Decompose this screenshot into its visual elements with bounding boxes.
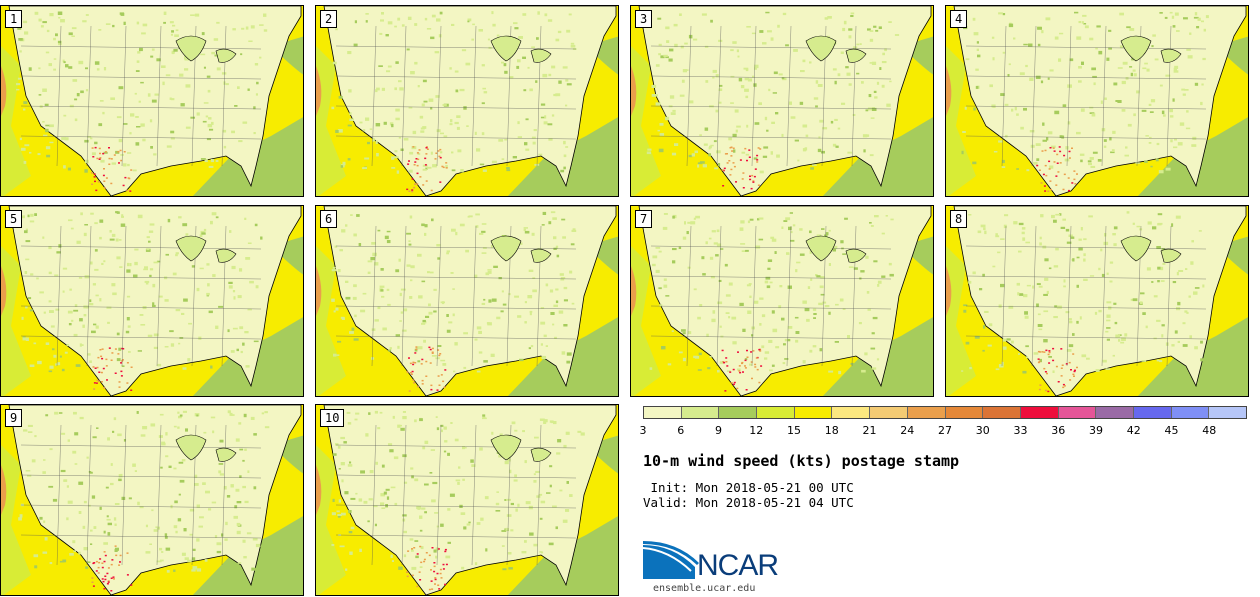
wind-map bbox=[316, 206, 618, 396]
valid-time: Valid: Mon 2018-05-21 04 UTC bbox=[643, 495, 854, 510]
wind-map bbox=[1, 6, 303, 196]
member-label: 1 bbox=[5, 10, 23, 28]
colorbar-swatch bbox=[719, 407, 758, 418]
member-label: 8 bbox=[950, 210, 968, 228]
wind-map bbox=[946, 206, 1248, 396]
colorbar-tick-label: 36 bbox=[1051, 424, 1066, 437]
colorbar-tick-label: 15 bbox=[787, 424, 801, 437]
ncar-logo-icon bbox=[643, 541, 699, 579]
colorbar-swatch bbox=[870, 407, 908, 418]
wind-map bbox=[631, 6, 933, 196]
colorbar-tick-label: 33 bbox=[1013, 424, 1028, 437]
map-panel: 2 bbox=[315, 5, 619, 197]
map-panel: 5 bbox=[0, 205, 304, 397]
colorbar-tick-label: 45 bbox=[1164, 424, 1179, 437]
colorbar-swatch bbox=[1096, 407, 1134, 418]
map-panel: 8 bbox=[945, 205, 1249, 397]
plot-title: 10-m wind speed (kts) postage stamp bbox=[643, 452, 960, 470]
map-panel: 9 bbox=[0, 404, 304, 596]
wind-map bbox=[1, 206, 303, 396]
colorbar-tick-label: 48 bbox=[1202, 424, 1217, 437]
colorbar-swatch bbox=[945, 407, 984, 418]
map-panel: 1 bbox=[0, 5, 304, 197]
colorbar-swatch bbox=[832, 407, 871, 418]
init-time: Init: Mon 2018-05-21 00 UTC bbox=[643, 480, 854, 495]
colorbar-tick-label: 24 bbox=[900, 424, 915, 437]
colorbar-tick-label: 12 bbox=[749, 424, 764, 437]
ncar-logo-text: NCAR bbox=[697, 549, 779, 582]
site-url[interactable]: ensemble.ucar.edu bbox=[653, 583, 756, 594]
colorbar-swatch bbox=[1133, 407, 1172, 418]
colorbar-swatch bbox=[1171, 407, 1210, 418]
colorbar-swatch bbox=[1020, 407, 1059, 418]
member-label: 9 bbox=[5, 409, 23, 427]
wind-map bbox=[316, 6, 618, 196]
colorbar-tick-label: 6 bbox=[677, 424, 685, 437]
colorbar-swatch bbox=[644, 407, 682, 418]
wind-map bbox=[316, 405, 618, 595]
colorbar-swatch bbox=[794, 407, 833, 418]
colorbar-ticks: 3 6 9 12 15 18 21 24 27 30 33 36 39 42 45 48 bbox=[639, 424, 1247, 438]
member-label: 10 bbox=[320, 409, 345, 427]
colorbar-tick-label: 3 bbox=[639, 424, 647, 437]
member-label: 2 bbox=[320, 10, 338, 28]
colorbar-tick-label: 9 bbox=[715, 424, 722, 437]
colorbar-tick-label: 18 bbox=[824, 424, 839, 437]
colorbar-tick-label: 21 bbox=[862, 424, 877, 437]
map-panel: 6 bbox=[315, 205, 619, 397]
colorbar-tick-label: 42 bbox=[1126, 424, 1141, 437]
colorbar-swatch bbox=[757, 407, 795, 418]
wind-map bbox=[1, 405, 303, 595]
member-label: 7 bbox=[635, 210, 653, 228]
map-panel: 10 bbox=[315, 404, 619, 596]
member-label: 4 bbox=[950, 10, 968, 28]
wind-map bbox=[631, 206, 933, 396]
colorbar-tick-label: 27 bbox=[938, 424, 952, 437]
map-panel: 3 bbox=[630, 5, 934, 197]
colorbar bbox=[643, 406, 1247, 419]
colorbar-tick-label: 30 bbox=[975, 424, 990, 437]
colorbar-swatch bbox=[983, 407, 1021, 418]
colorbar-tick-label: 39 bbox=[1089, 424, 1103, 437]
map-panel: 7 bbox=[630, 205, 934, 397]
member-label: 3 bbox=[635, 10, 653, 28]
colorbar-swatch bbox=[1058, 407, 1097, 418]
member-label: 5 bbox=[5, 210, 23, 228]
colorbar-swatch bbox=[907, 407, 946, 418]
map-panel: 4 bbox=[945, 5, 1249, 197]
colorbar-swatch bbox=[681, 407, 720, 418]
colorbar-swatch bbox=[1209, 407, 1246, 418]
wind-map bbox=[946, 6, 1248, 196]
member-label: 6 bbox=[320, 210, 338, 228]
